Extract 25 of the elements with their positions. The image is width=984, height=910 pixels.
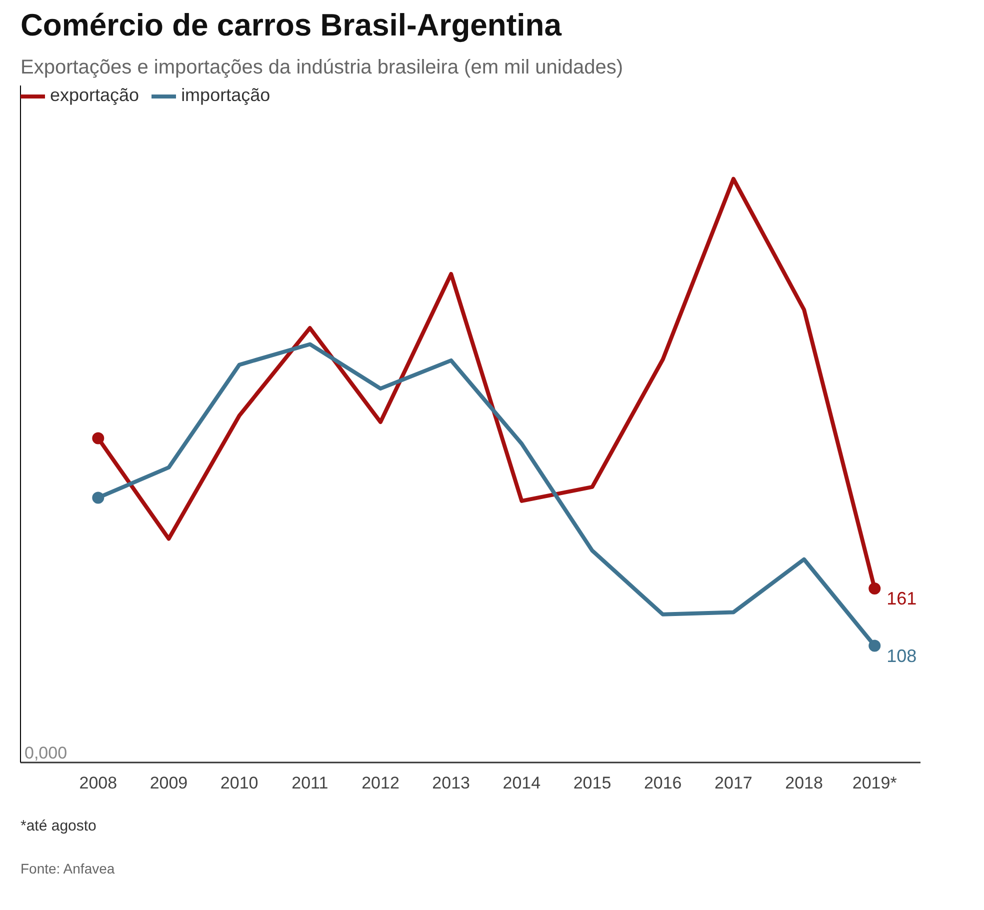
chart-subtitle: Exportações e importações da indústria brasileira (em mil unidades)	[20, 56, 623, 78]
x-tick-label: 2015	[573, 774, 612, 792]
data-label: 108	[886, 646, 917, 666]
point	[868, 582, 881, 594]
x-tick-label: 2009	[150, 774, 188, 792]
x-tick-label: 2012	[362, 774, 400, 792]
point	[92, 432, 104, 444]
x-tick-label: 2013	[432, 774, 470, 792]
x-tick-label: 2008	[79, 774, 118, 792]
x-tick-label: 2018	[785, 774, 823, 792]
data-label: 161	[886, 588, 917, 608]
text: *até agosto	[20, 818, 96, 834]
legend-label: exportação	[50, 85, 140, 106]
x-tick-label: 2014	[502, 774, 541, 792]
point	[868, 640, 881, 652]
legend-label: importação	[181, 85, 270, 106]
text: 0,000	[24, 744, 68, 762]
point	[92, 492, 104, 504]
x-tick-label: 2019*	[852, 774, 898, 792]
chart-title: Comércio de carros Brasil-Argentina	[20, 8, 562, 42]
x-tick-label: 2016	[644, 774, 682, 792]
x-tick-label: 2017	[714, 774, 752, 792]
x-tick-label: 2010	[220, 774, 258, 792]
x-tick-label: 2011	[292, 774, 328, 792]
source-note: Fonte: Anfavea	[20, 860, 115, 876]
